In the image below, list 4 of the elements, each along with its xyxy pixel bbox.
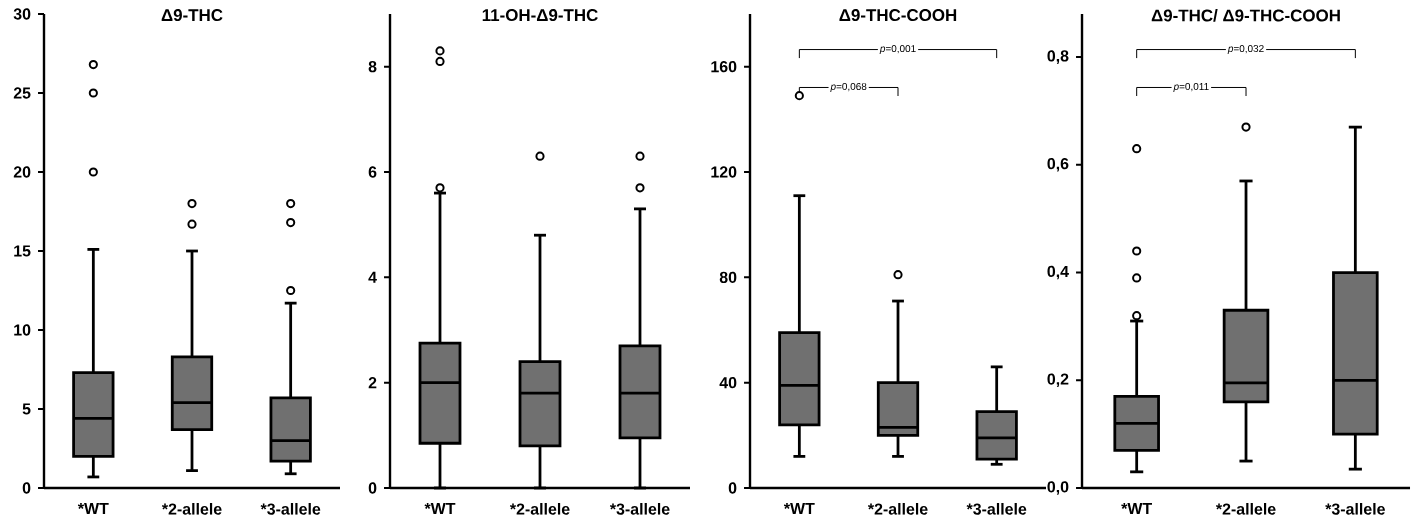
chart-title: 11-OH-Δ9-THC	[482, 9, 598, 22]
chart-title: Δ9-THC-COOH	[839, 9, 957, 22]
chart-title: Δ9-THC/ Δ9-THC-COOH	[1151, 9, 1340, 22]
chart-title: Δ9-THC	[161, 9, 223, 22]
